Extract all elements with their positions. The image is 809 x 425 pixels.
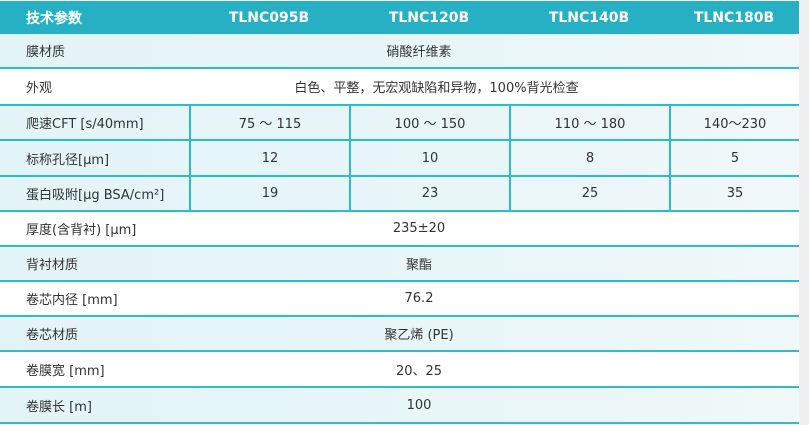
row-value: 5 (669, 141, 799, 175)
row-value: 聚酯 (405, 258, 432, 273)
page-edge (799, 0, 809, 425)
table-row: 卷膜长 [m] 100 (0, 388, 799, 424)
row-value: 110 ～ 180 (509, 106, 669, 139)
row-value: 76.2 (404, 291, 434, 306)
row-label: 膜材质 (26, 45, 66, 60)
row-value: 10 (349, 141, 509, 175)
row-value: 19 (189, 177, 349, 210)
header-model: TLNC120B (388, 9, 470, 26)
row-value: 23 (349, 177, 509, 210)
row-value: 聚乙烯 (PE) (384, 328, 454, 343)
header-model: TLNC140B (548, 9, 630, 26)
row-label: 爬速CFT [s/40mm] (26, 117, 144, 132)
row-label: 厚度(含背衬) [µm] (26, 223, 137, 238)
row-label: 标称孔径[µm] (26, 152, 110, 168)
row-value: 硝酸纤维素 (386, 45, 452, 60)
header-model: TLNC180B (693, 9, 775, 26)
row-label: 外观 (26, 81, 53, 96)
row-value: 100 (406, 397, 432, 413)
row-value: 35 (669, 177, 799, 210)
table-row: 标称孔径[µm] 12 10 8 5 (0, 141, 799, 177)
row-value: 8 (509, 141, 669, 175)
row-value: 75 ～ 115 (189, 106, 349, 139)
row-label: 卷芯材质 (26, 328, 79, 343)
row-value: 100 ～ 150 (349, 106, 509, 139)
table-row: 卷芯材质 聚乙烯 (PE) (0, 317, 799, 352)
table-row: 爬速CFT [s/40mm] 75 ～ 115 100 ～ 150 110 ～ … (0, 106, 799, 141)
table-row: 背衬材质 聚酯 (0, 247, 799, 282)
table-row: 膜材质 硝酸纤维素 (0, 34, 799, 69)
header-model: TLNC095B (228, 9, 310, 26)
table-header: 技术参数 TLNC095B TLNC120B TLNC140B TLNC180B (0, 1, 799, 34)
table-row: 卷膜宽 [mm] 20、25 (0, 352, 799, 388)
header-label: 技术参数 (26, 10, 82, 27)
table-row: 蛋白吸附[µg BSA/cm²] 19 23 25 35 (0, 177, 799, 212)
row-value: 白色、平整，无宏观缺陷和异物，100%背光检查 (294, 81, 579, 96)
table-row: 外观 白色、平整，无宏观缺陷和异物，100%背光检查 (0, 69, 799, 106)
row-value: 140～230 (669, 106, 799, 139)
table-row: 厚度(含背衬) [µm] 235±20 (0, 212, 799, 247)
row-label: 背衬材质 (26, 258, 79, 273)
row-label: 卷膜长 [m] (26, 399, 92, 415)
row-label: 蛋白吸附[µg BSA/cm²] (26, 188, 165, 203)
row-value: 12 (189, 141, 349, 175)
row-value: 25 (509, 177, 669, 210)
table-row: 卷芯内径 [mm] 76.2 (0, 282, 799, 317)
row-value: 235±20 (392, 221, 446, 236)
row-label: 卷膜宽 [mm] (26, 363, 105, 379)
row-label: 卷芯内径 [mm] (26, 293, 118, 308)
row-value: 20、25 (395, 363, 443, 379)
